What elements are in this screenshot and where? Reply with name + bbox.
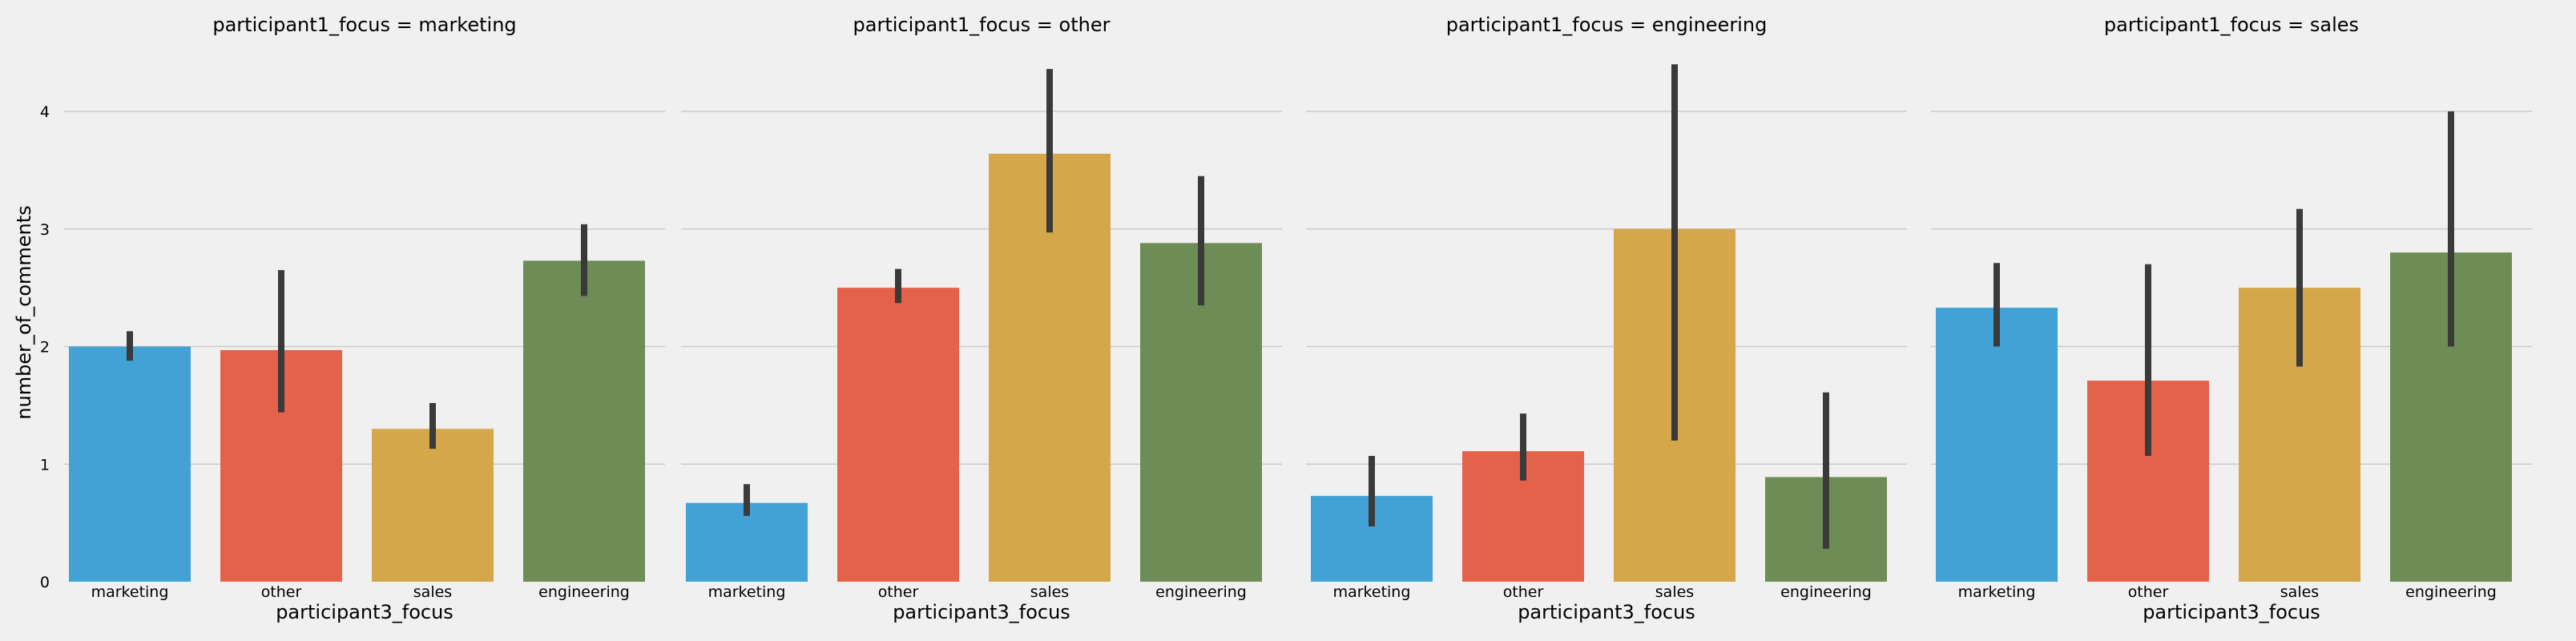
x-tick-label: other bbox=[1503, 583, 1544, 601]
bar-sales bbox=[372, 429, 494, 582]
y-tick-label: 1 bbox=[40, 456, 50, 474]
x-tick-label: marketing bbox=[1333, 583, 1411, 601]
bar-other bbox=[837, 288, 959, 582]
y-tick-label: 2 bbox=[40, 339, 50, 357]
facet-panels: 0 1 2 3 4 participant1_focus = marketing marke… bbox=[40, 14, 2532, 623]
x-tick-label: marketing bbox=[1958, 583, 2036, 601]
facet-panel: participant1_focus = engineering marketin… bbox=[1306, 14, 1907, 623]
x-axis-label: participant3_focus bbox=[276, 601, 454, 623]
panel-title: participant1_focus = marketing bbox=[212, 14, 516, 36]
x-tick-label: sales bbox=[413, 583, 452, 601]
facet-panel: participant1_focus = other marketing other… bbox=[681, 14, 1282, 623]
facet-panel: participant1_focus = sales marketing other… bbox=[1931, 14, 2532, 623]
y-tick-label: 3 bbox=[40, 221, 50, 239]
panel-title: participant1_focus = other bbox=[853, 14, 1111, 36]
panel-title: participant1_focus = sales bbox=[2104, 14, 2359, 36]
x-tick-label: other bbox=[2128, 583, 2169, 601]
x-tick-label: sales bbox=[2280, 583, 2319, 601]
y-tick-label: 4 bbox=[40, 103, 50, 121]
bar-marketing bbox=[686, 502, 808, 582]
x-tick-label: engineering bbox=[538, 583, 630, 601]
bar-marketing bbox=[1936, 308, 2058, 582]
x-tick-label: other bbox=[261, 583, 302, 601]
x-axis-label: participant3_focus bbox=[1518, 601, 1695, 623]
x-tick-label: marketing bbox=[708, 583, 786, 601]
x-tick-label: engineering bbox=[1780, 583, 1872, 601]
y-tick-label: 0 bbox=[40, 574, 50, 591]
x-axis-label: participant3_focus bbox=[2143, 601, 2320, 623]
x-tick-label: engineering bbox=[1155, 583, 1247, 601]
x-tick-label: marketing bbox=[91, 583, 169, 601]
x-tick-label: other bbox=[878, 583, 919, 601]
y-axis-label: number_of_comments bbox=[13, 205, 35, 419]
x-tick-label: sales bbox=[1030, 583, 1069, 601]
panel-title: participant1_focus = engineering bbox=[1446, 14, 1768, 36]
x-axis-label: participant3_focus bbox=[893, 601, 1070, 623]
x-tick-label: sales bbox=[1655, 583, 1694, 601]
x-tick-label: engineering bbox=[2405, 583, 2497, 601]
facet-panel: 0 1 2 3 4 participant1_focus = marketing marke… bbox=[40, 14, 665, 623]
bar-marketing bbox=[69, 346, 191, 582]
bar-engineering bbox=[523, 260, 645, 582]
